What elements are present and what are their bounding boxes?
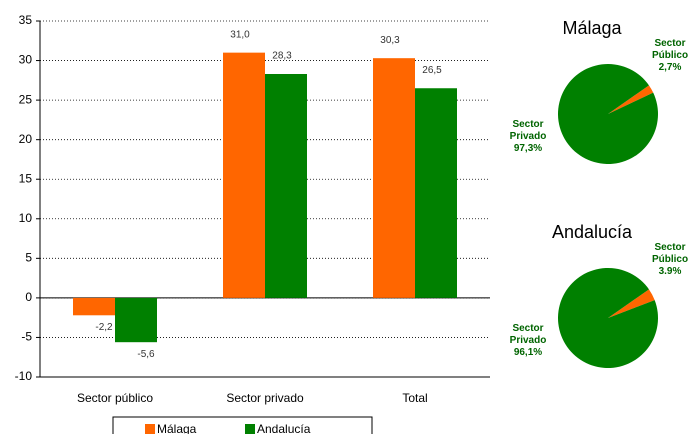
value-label: 28,3 xyxy=(272,51,292,62)
pie-slice xyxy=(558,267,658,368)
pie-value-label: 96,1% xyxy=(513,347,543,358)
pie-slice xyxy=(608,85,654,114)
y-tick-label: 5 xyxy=(25,251,32,265)
pie-value-label: 3.9% xyxy=(658,266,682,277)
y-tick-label: 10 xyxy=(19,211,33,225)
x-tick-label: Sector privado xyxy=(226,391,304,405)
bar xyxy=(73,297,115,316)
legend-label: Málaga xyxy=(157,422,197,434)
bar xyxy=(415,88,457,298)
y-tick-label: 25 xyxy=(19,92,33,106)
legend-swatch xyxy=(145,424,155,434)
value-label: -5,6 xyxy=(137,349,155,360)
value-label: 30,3 xyxy=(380,35,400,46)
value-label: 31,0 xyxy=(230,29,250,40)
pie-slice xyxy=(558,64,659,165)
y-tick-label: 20 xyxy=(19,132,33,146)
y-tick-label: 0 xyxy=(25,290,32,304)
pie-label: Sector Privado 96,1% xyxy=(498,323,558,359)
bar xyxy=(223,52,265,298)
legend-swatch xyxy=(245,424,255,434)
pie-label: Sector Público 3.9% xyxy=(640,242,692,278)
y-tick-label: 30 xyxy=(19,53,33,67)
pie-title: Andalucía xyxy=(552,222,633,242)
bar xyxy=(265,74,307,298)
y-tick-label: 15 xyxy=(19,171,33,185)
pie-title: Málaga xyxy=(562,18,622,38)
y-tick-label: -10 xyxy=(15,369,33,383)
pie-category: Sector Privado xyxy=(509,119,547,142)
pie-slice xyxy=(608,289,655,318)
pie-category: Sector Privado xyxy=(509,323,547,346)
y-tick-label: -5 xyxy=(21,330,32,344)
legend-box xyxy=(112,416,373,434)
x-tick-label: Total xyxy=(402,391,427,405)
pie-category: Sector Público xyxy=(651,242,689,265)
bar xyxy=(115,297,157,343)
value-label: -2,2 xyxy=(95,322,113,333)
pie-label: Sector Privado 97,3% xyxy=(498,119,558,155)
pie-label: Sector Público 2,7% xyxy=(640,38,692,74)
value-label: 26,5 xyxy=(422,65,442,76)
pie-category: Sector Público xyxy=(651,38,689,61)
y-tick-label: 35 xyxy=(19,13,33,27)
bar xyxy=(373,58,415,298)
x-tick-label: Sector público xyxy=(77,391,153,405)
pie-value-label: 2,7% xyxy=(658,62,682,73)
pie-value-label: 97,3% xyxy=(513,143,543,154)
legend-label: Andalucía xyxy=(257,422,311,434)
